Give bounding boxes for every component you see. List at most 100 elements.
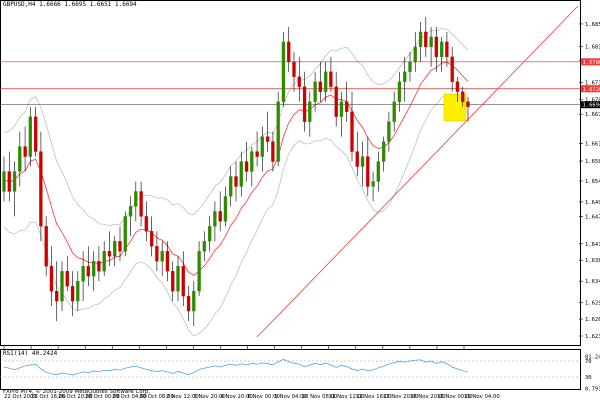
candle: [429, 26, 433, 67]
candle: [218, 191, 222, 232]
trendline[interactable]: [256, 5, 579, 338]
lower-band: [3, 94, 469, 337]
x-tick-label: 23 Oct 16:00: [31, 394, 66, 400]
candle-body: [345, 101, 349, 112]
candle-body: [287, 41, 291, 62]
candle: [334, 71, 338, 127]
candle: [244, 141, 249, 182]
candle: [339, 91, 344, 137]
rsi-label: RSI(14) 40.2424: [3, 350, 58, 357]
candle: [366, 136, 370, 197]
candle-body: [207, 226, 212, 242]
candle: [265, 111, 270, 152]
candle: [260, 126, 265, 172]
candle: [102, 241, 106, 277]
candle: [392, 91, 396, 132]
candle-body: [176, 266, 180, 292]
candle: [28, 106, 33, 167]
candle: [461, 86, 465, 107]
candle-body: [49, 266, 54, 292]
price-axis[interactable]: 1.68561.68111.67821.67391.67041.66751.66…: [579, 22, 600, 340]
candle-body: [55, 290, 59, 302]
rsi-line: [3, 359, 469, 376]
candle: [376, 151, 381, 192]
candle: [323, 61, 328, 102]
candle-body: [39, 151, 43, 227]
candle-body: [23, 146, 27, 157]
x-tick-label: 16 Nov 20:00: [410, 394, 446, 400]
candle-body: [202, 241, 207, 252]
candle: [70, 271, 75, 317]
candle-body: [461, 91, 465, 102]
candle: [403, 56, 407, 102]
candle: [165, 241, 170, 282]
candle: [55, 261, 59, 322]
y-tick-label: 1.6811: [585, 44, 600, 50]
x-tick-label: 30 Oct 08:00: [139, 394, 174, 400]
candle-body: [281, 41, 286, 102]
candle-body: [466, 101, 470, 107]
rsi-pane-frame: [0, 349, 581, 390]
candle: [439, 36, 444, 72]
candle-body: [97, 261, 101, 272]
rsi-tick-label: 30: [585, 375, 592, 381]
rsi-tick-label: 70: [585, 359, 592, 365]
candle: [97, 246, 101, 282]
candle-body: [297, 76, 301, 87]
candle-body: [86, 266, 91, 277]
x-tick-label: 6 Nov 00:00: [248, 394, 281, 400]
x-tick-label: 3 Nov 20:00: [193, 394, 226, 400]
candle: [23, 126, 27, 172]
candle-body: [139, 191, 143, 217]
candle-body: [155, 246, 159, 262]
candle-body: [107, 251, 112, 257]
candle-body: [418, 31, 423, 48]
candle-body: [70, 286, 75, 302]
y-tick-label: 1.6739: [585, 80, 600, 86]
candle-body: [160, 251, 164, 262]
candle-body: [113, 241, 117, 257]
candle-body: [381, 141, 386, 162]
candle: [308, 91, 312, 137]
candle: [134, 181, 138, 222]
candle: [186, 286, 191, 322]
candle-body: [376, 161, 381, 182]
x-tick-label: 28 Oct 00:00: [85, 394, 120, 400]
candle-body: [12, 171, 17, 192]
candle-body: [218, 211, 222, 222]
candle-body: [302, 86, 307, 122]
candle-body: [60, 271, 64, 302]
horizontal-levels[interactable]: [0, 61, 581, 106]
candle-body: [144, 216, 149, 232]
y-tick-label: 1.6616: [585, 142, 600, 148]
candle-body: [265, 136, 270, 142]
candles: [2, 16, 470, 327]
y-tick-label: 1.6581: [585, 159, 600, 165]
candle-body: [76, 281, 80, 302]
highlight-box: [443, 93, 467, 122]
candle-body: [213, 211, 217, 227]
candle: [313, 71, 317, 112]
candle-body: [186, 295, 191, 312]
x-tick-label: 29 Oct 04:00: [112, 394, 147, 400]
candle: [7, 151, 11, 202]
candle: [255, 131, 259, 167]
candle: [197, 241, 201, 297]
candle-body: [181, 266, 185, 297]
rsi-tick-label: 81.2486: [585, 355, 600, 361]
candle: [91, 251, 96, 292]
candle-body: [445, 41, 449, 58]
candle: [171, 261, 175, 302]
candle: [44, 216, 48, 277]
bollinger-bands: [3, 28, 469, 337]
candle-body: [91, 261, 96, 277]
candle-body: [318, 81, 323, 92]
candle: [86, 246, 91, 287]
candle-body: [260, 136, 265, 157]
x-tick-label: 11 Nov 12:00: [329, 394, 365, 400]
candle-body: [81, 266, 85, 282]
candle: [155, 231, 159, 272]
candle-body: [397, 81, 402, 102]
copyright: FXPro MT4, © 2001-2009 MetaQuotes Softwa…: [3, 389, 151, 395]
